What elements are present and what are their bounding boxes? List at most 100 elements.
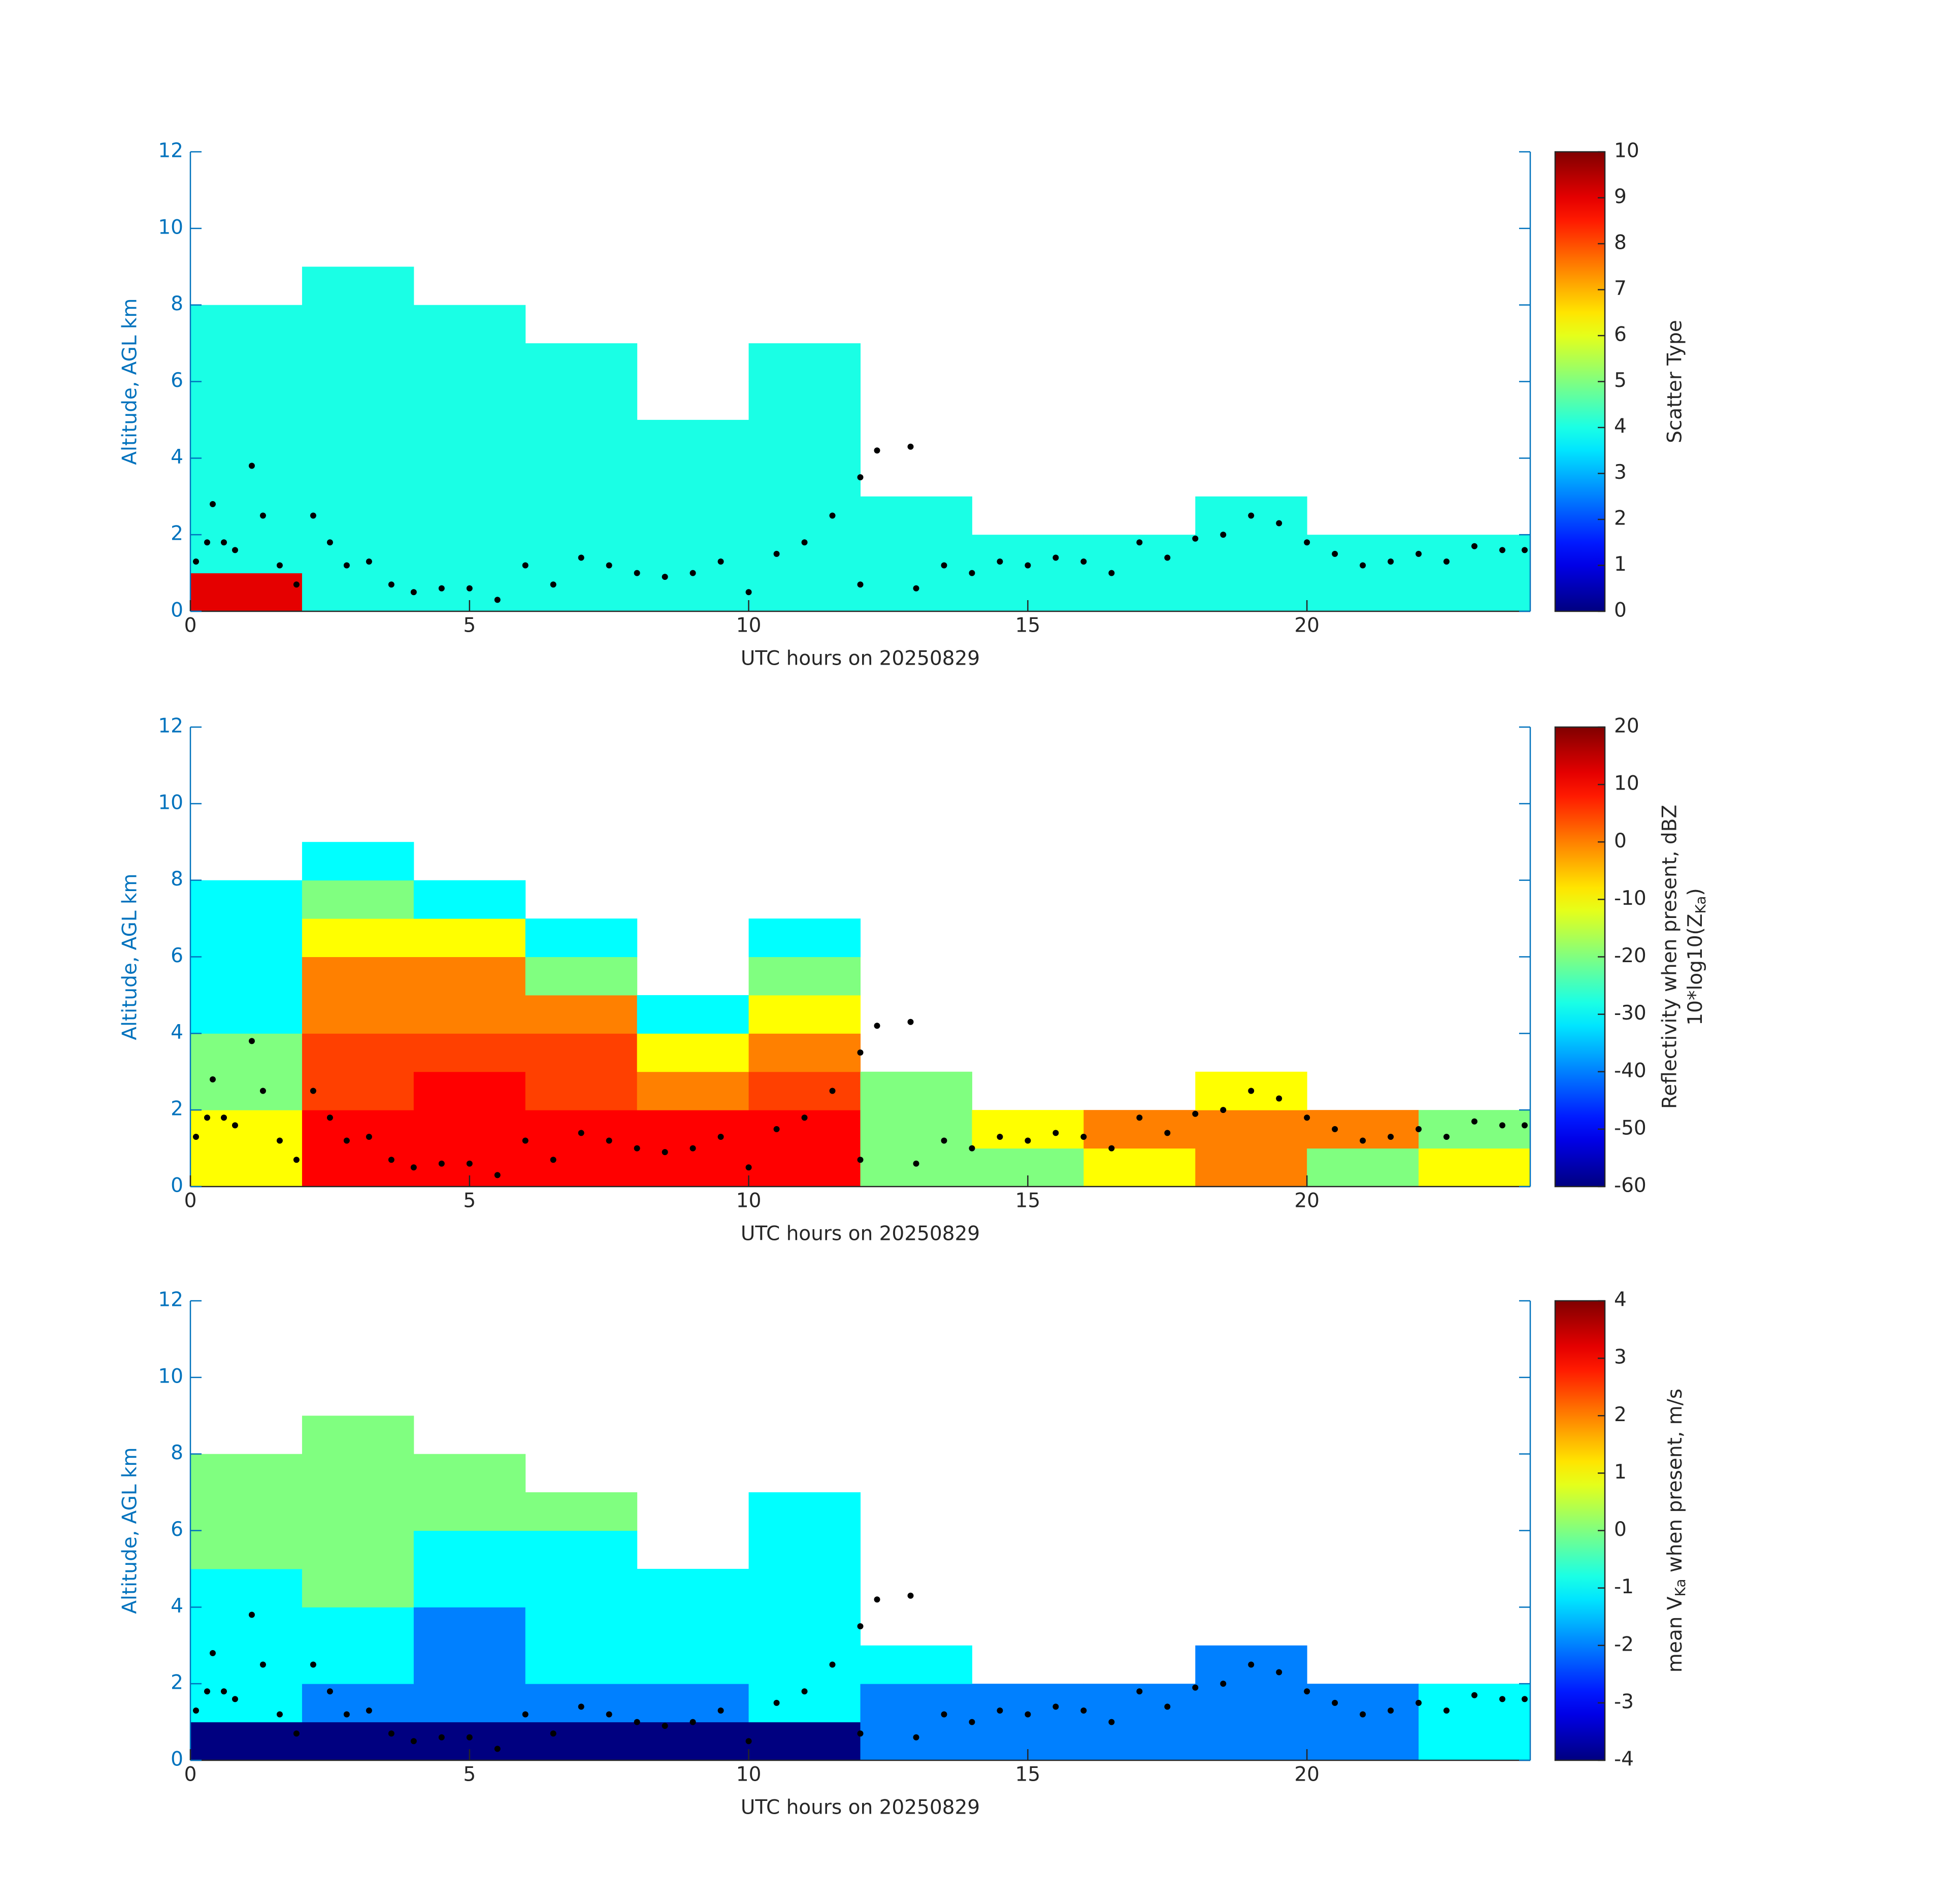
heatmap-cell (190, 918, 303, 957)
x-axis-label: UTC hours on 20250829 (741, 1796, 980, 1819)
point (438, 1734, 445, 1741)
point (634, 1719, 640, 1725)
point (550, 1730, 556, 1737)
x-tick-label: 10 (736, 614, 762, 637)
y-tick-label: 2 (171, 1098, 183, 1121)
point (1080, 1707, 1087, 1714)
heatmap-cell (302, 1645, 414, 1684)
heatmap-cell (748, 1492, 861, 1531)
heatmap-cell (860, 1071, 972, 1110)
heatmap-cell (190, 1033, 303, 1072)
y-tick-label: 2 (171, 1671, 183, 1694)
y-tick-label: 6 (171, 369, 183, 392)
heatmap-cell (637, 496, 749, 535)
heatmap-cell (1195, 1684, 1307, 1723)
point (1471, 543, 1478, 549)
point (634, 570, 640, 576)
colorbar-tick-label: 4 (1614, 415, 1627, 438)
point (388, 1730, 394, 1737)
heatmap-cell (525, 1530, 638, 1569)
point (606, 1711, 612, 1718)
heatmap-cell (190, 1607, 303, 1646)
point (276, 562, 283, 569)
point (1443, 1133, 1450, 1140)
point (1248, 1088, 1255, 1094)
heatmap-cell (1419, 1148, 1531, 1187)
heatmap-cell (748, 419, 861, 458)
colorbar (1554, 1300, 1606, 1761)
heatmap-cell (1419, 1684, 1531, 1723)
point (204, 539, 210, 546)
point (1164, 1703, 1171, 1710)
point (1192, 1110, 1199, 1117)
point (689, 1719, 696, 1725)
point (801, 539, 808, 546)
point (606, 1137, 612, 1144)
point (232, 547, 238, 553)
point (550, 1157, 556, 1163)
point (773, 1699, 780, 1706)
point (1522, 1122, 1528, 1129)
point (410, 1164, 417, 1171)
heatmap-cell (1195, 1110, 1307, 1149)
y-tick-label: 6 (171, 944, 183, 967)
heatmap-cell (190, 957, 303, 996)
heatmap-cell (748, 1071, 861, 1110)
y-tick-label: 2 (171, 522, 183, 545)
point (1332, 550, 1338, 557)
point (310, 1661, 316, 1668)
point (276, 1711, 283, 1718)
y-axis-label: Altitude, AGL km (119, 873, 142, 1040)
heatmap-cell (413, 1110, 526, 1149)
point (1276, 1095, 1282, 1102)
point (578, 1130, 584, 1136)
colorbar-tick-label: 2 (1614, 507, 1627, 530)
heatmap-cell (525, 1722, 638, 1761)
heatmap-cell (525, 1645, 638, 1684)
colorbar-tick-label: 7 (1614, 277, 1627, 300)
colorbar (1554, 151, 1606, 612)
point (829, 1661, 836, 1668)
heatmap-cell (637, 419, 749, 458)
point (874, 1023, 880, 1029)
heatmap-cell (748, 1722, 861, 1761)
point (1499, 547, 1506, 553)
point (606, 562, 612, 569)
point (1443, 558, 1450, 565)
heatmap-cell (748, 1607, 861, 1646)
heatmap-cell (748, 1568, 861, 1607)
heatmap-cell (748, 1033, 861, 1072)
point (1220, 532, 1227, 538)
label-text: ) (1684, 888, 1707, 896)
point (310, 512, 316, 519)
heatmap-cell (1419, 535, 1531, 574)
colorbar-tick-label: 4 (1614, 1289, 1627, 1311)
heatmap-cell (1083, 1722, 1196, 1761)
point (1025, 562, 1031, 569)
point (248, 1612, 255, 1618)
y-tick-label: 0 (171, 599, 183, 622)
heatmap-cell (637, 1607, 749, 1646)
point (913, 1734, 919, 1741)
colorbar-tick-label: 9 (1614, 185, 1627, 208)
y-tick-label: 6 (171, 1518, 183, 1541)
heatmap-cell (190, 880, 303, 919)
heatmap-cell (413, 1071, 526, 1110)
point (388, 581, 394, 588)
point (522, 1711, 529, 1718)
point (829, 512, 836, 519)
x-tick-label: 10 (736, 1763, 762, 1786)
heatmap-cell (302, 1110, 414, 1149)
point (913, 1160, 919, 1167)
colorbar-label: Scatter Type (1664, 320, 1687, 443)
heatmap-cell (413, 535, 526, 574)
heatmap-cell (413, 995, 526, 1034)
heatmap-cell (190, 1492, 303, 1531)
heatmap-cell (637, 535, 749, 574)
heatmap-cell (637, 1684, 749, 1723)
point (997, 558, 1003, 565)
point (326, 1114, 333, 1121)
point (1360, 1711, 1366, 1718)
point (310, 1088, 316, 1094)
